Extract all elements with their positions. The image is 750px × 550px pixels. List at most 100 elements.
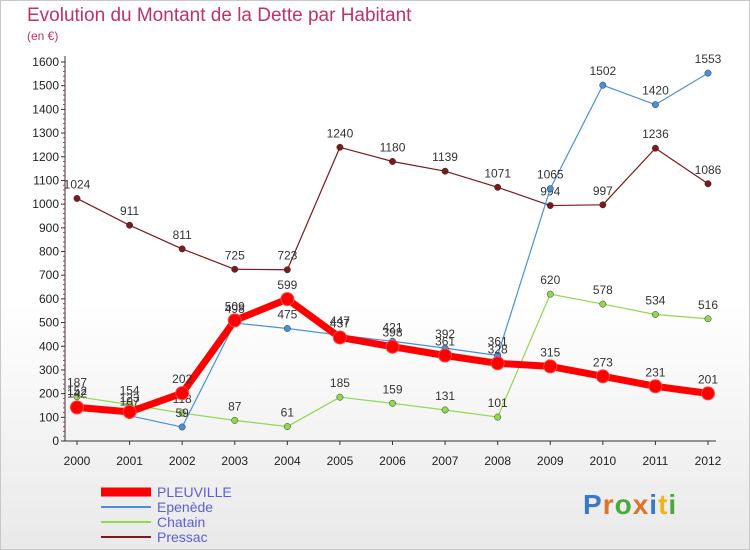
data-label: 516	[698, 298, 718, 312]
logo-letter: o	[614, 489, 633, 520]
data-label: 361	[435, 334, 455, 348]
data-label: 509	[225, 299, 245, 313]
legend-label: Epenède	[157, 499, 213, 515]
data-point	[126, 221, 134, 229]
y-tick-label: 1500	[32, 79, 59, 93]
data-point	[332, 330, 347, 345]
data-label: 1071	[484, 166, 511, 180]
y-tick-label: 800	[39, 245, 59, 259]
data-label: 475	[277, 307, 297, 321]
data-point	[175, 386, 190, 401]
y-tick-label: 1000	[32, 197, 59, 211]
data-label: 447	[330, 314, 350, 328]
data-label: 159	[382, 382, 402, 396]
data-label: 723	[277, 249, 297, 263]
data-point	[280, 292, 295, 307]
data-label: 997	[593, 184, 613, 198]
data-point	[336, 393, 344, 401]
chart-subtitle: (en €)	[27, 29, 59, 43]
x-tick-label: 2010	[589, 454, 616, 468]
logo-letter: r	[602, 489, 615, 520]
logo-letter: x	[632, 489, 650, 520]
data-label: 1139	[432, 150, 458, 164]
data-label: 59	[175, 406, 189, 420]
x-tick-label: 2005	[327, 454, 354, 468]
y-tick-label: 1100	[33, 173, 59, 187]
data-label: 421	[382, 320, 402, 334]
data-label: 1236	[642, 127, 669, 141]
y-tick-label: 500	[39, 316, 59, 330]
data-label: 398	[382, 326, 402, 340]
legend-label: Pressac	[157, 529, 208, 545]
x-tick-label: 2000	[64, 454, 91, 468]
data-point	[438, 348, 453, 363]
x-tick-label: 2011	[643, 454, 669, 468]
x-tick-label: 2006	[379, 454, 406, 468]
data-label: 87	[228, 399, 242, 413]
data-label: 911	[120, 204, 139, 218]
data-point	[543, 359, 558, 374]
x-tick-label: 2002	[169, 454, 196, 468]
data-point	[704, 180, 712, 188]
data-label: 61	[281, 406, 295, 420]
y-tick-label: 1300	[32, 126, 59, 140]
y-tick-label: 100	[39, 410, 59, 424]
y-tick-label: 600	[39, 292, 59, 306]
data-point	[385, 339, 400, 354]
y-tick-label: 1400	[32, 102, 59, 116]
y-tick-label: 700	[39, 268, 59, 282]
logo-letter: i	[668, 489, 678, 520]
y-tick-label: 300	[39, 363, 59, 377]
data-label: 392	[435, 327, 455, 341]
data-point	[389, 399, 396, 407]
data-point	[70, 400, 84, 415]
data-point	[122, 404, 137, 419]
data-label: 131	[435, 389, 455, 403]
legend-label: PLEUVILLE	[157, 484, 232, 500]
data-label: 202	[172, 372, 192, 386]
data-label: 101	[488, 396, 508, 410]
data-label: 498	[225, 302, 245, 316]
data-point	[599, 201, 607, 209]
data-label: 201	[698, 372, 718, 386]
chart-title: Evolution du Montant de la Dette par Hab…	[27, 5, 412, 26]
data-label: 437	[330, 316, 350, 330]
data-point	[494, 183, 502, 191]
data-label: 1240	[327, 126, 354, 140]
data-point	[73, 393, 81, 401]
data-label: 1024	[64, 177, 91, 191]
data-point	[546, 290, 554, 298]
data-point	[227, 313, 242, 328]
data-label: 123	[120, 391, 140, 405]
x-tick-label: 2004	[274, 454, 301, 468]
x-tick-label: 2007	[432, 454, 459, 468]
x-tick-label: 2001	[116, 454, 143, 468]
data-point	[283, 325, 291, 332]
data-point	[648, 379, 663, 394]
data-point	[389, 158, 396, 165]
data-point	[178, 245, 186, 253]
y-tick-label: 900	[39, 221, 59, 235]
y-tick-label: 0	[52, 434, 59, 448]
logo-letter: P	[583, 489, 603, 520]
data-label: 273	[593, 355, 613, 369]
data-point	[651, 144, 659, 152]
logo-letter: i	[649, 489, 659, 520]
data-point	[441, 167, 449, 175]
data-point	[651, 311, 659, 318]
y-tick-label: 400	[39, 339, 59, 353]
data-point	[546, 185, 554, 193]
data-label: 1086	[695, 163, 722, 177]
proxiti-logo: Proxiti	[583, 489, 677, 521]
data-label: 107	[120, 395, 140, 409]
data-label: 142	[67, 386, 87, 400]
data-point	[336, 143, 344, 151]
data-label: 811	[173, 228, 192, 242]
data-point	[178, 423, 186, 431]
data-point	[441, 406, 449, 414]
data-point	[704, 315, 712, 323]
data-point	[283, 423, 291, 431]
data-point	[73, 194, 81, 202]
